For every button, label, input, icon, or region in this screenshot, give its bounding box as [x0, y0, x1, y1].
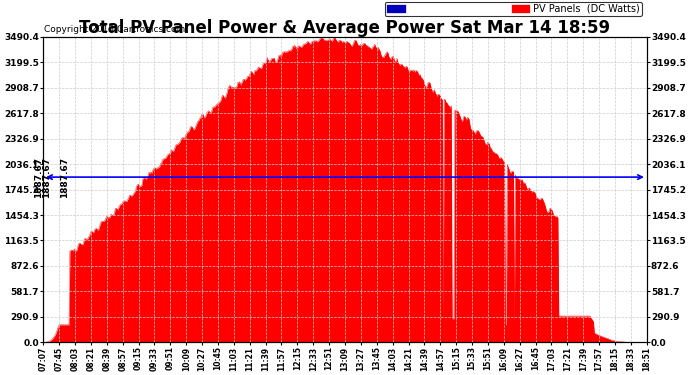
Legend: Average  (DC Watts), PV Panels  (DC Watts): Average (DC Watts), PV Panels (DC Watts)	[384, 2, 642, 16]
Text: 1887.67: 1887.67	[42, 156, 51, 198]
Text: 1887.67: 1887.67	[60, 156, 69, 198]
Text: Copyright 2015 Cartronics.com: Copyright 2015 Cartronics.com	[44, 25, 186, 34]
Text: 1887.67: 1887.67	[34, 156, 43, 198]
Title: Total PV Panel Power & Average Power Sat Mar 14 18:59: Total PV Panel Power & Average Power Sat…	[79, 19, 611, 37]
